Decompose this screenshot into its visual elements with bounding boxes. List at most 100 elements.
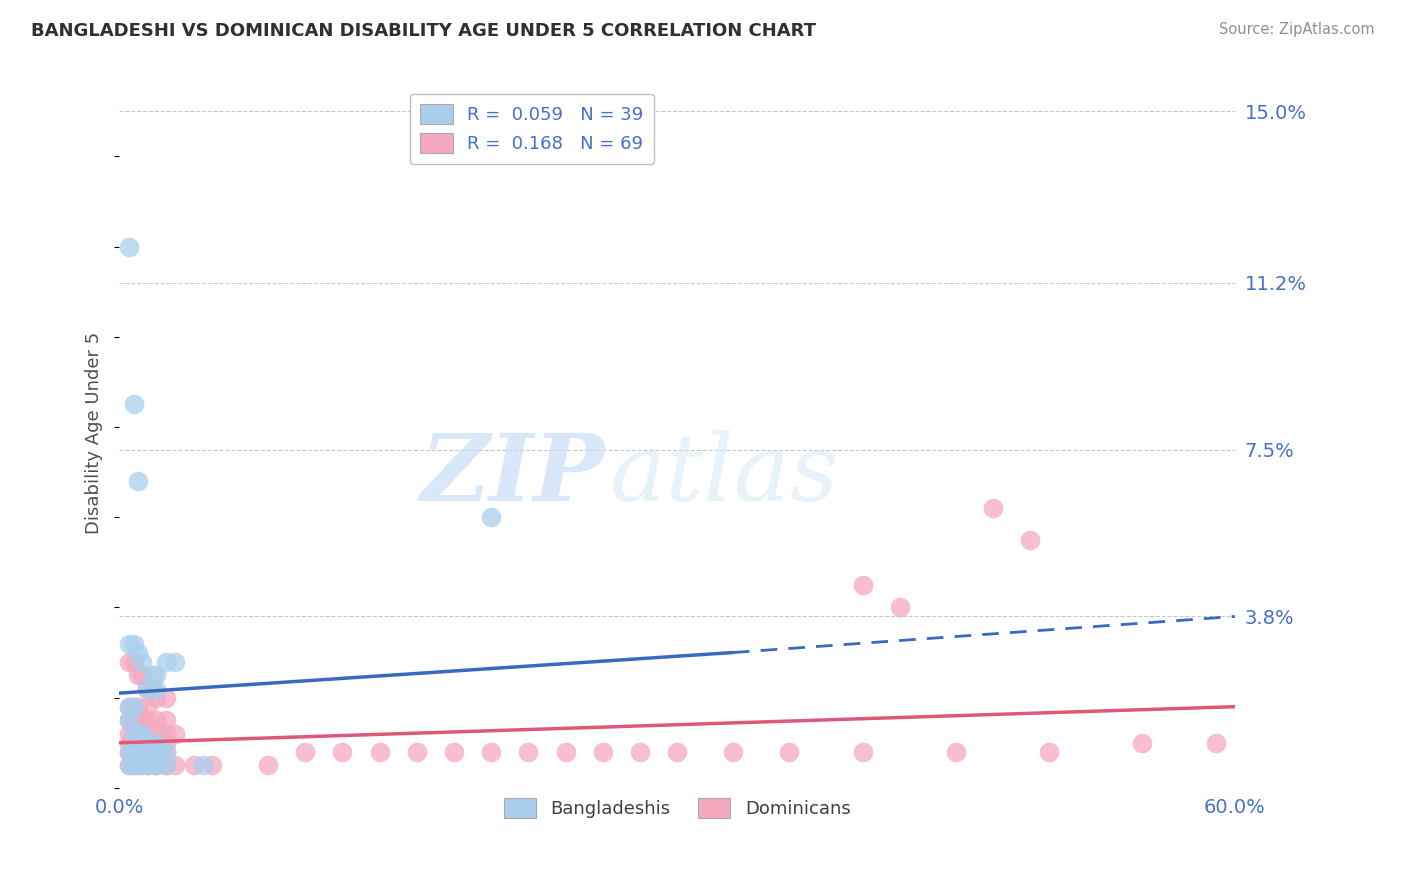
Point (127, 474, 149, 488)
Point (127, 727, 149, 741)
Point (517, 745, 540, 759)
Point (117, 655, 139, 669)
Point (257, 758, 280, 772)
Point (155, 736, 177, 750)
Point (117, 758, 139, 772)
Point (136, 681, 159, 696)
Point (165, 758, 187, 772)
Point (122, 736, 145, 750)
Point (145, 758, 167, 772)
Point (131, 727, 153, 741)
Point (1038, 745, 1060, 759)
Point (1019, 533, 1042, 547)
Point (554, 745, 576, 759)
Point (127, 758, 149, 772)
Point (852, 745, 875, 759)
Point (142, 668, 165, 682)
Point (122, 713, 145, 727)
Point (117, 758, 139, 772)
Point (127, 758, 149, 772)
Point (145, 713, 167, 727)
Point (149, 745, 172, 759)
Point (117, 636, 139, 650)
Point (443, 745, 465, 759)
Point (117, 239, 139, 253)
Point (981, 501, 1004, 516)
Point (127, 646, 149, 660)
Point (852, 578, 875, 592)
Point (131, 745, 153, 759)
Point (122, 397, 145, 411)
Point (155, 690, 177, 705)
Point (666, 745, 689, 759)
Point (628, 745, 651, 759)
Point (155, 727, 177, 741)
Point (122, 758, 145, 772)
Point (155, 713, 177, 727)
Point (165, 727, 187, 741)
Point (145, 690, 167, 705)
Point (136, 736, 159, 750)
Point (122, 727, 145, 741)
Point (122, 758, 145, 772)
Point (117, 745, 139, 759)
Point (945, 745, 967, 759)
Point (127, 699, 149, 714)
Point (889, 600, 911, 615)
Point (136, 758, 159, 772)
Point (145, 668, 167, 682)
Legend: Bangladeshis, Dominicans: Bangladeshis, Dominicans (496, 790, 858, 825)
Point (142, 681, 165, 696)
Text: ZIP: ZIP (420, 430, 605, 520)
Point (201, 758, 224, 772)
Point (332, 745, 354, 759)
Point (145, 736, 167, 750)
Point (145, 727, 167, 741)
Point (117, 699, 139, 714)
Point (136, 758, 159, 772)
Point (479, 745, 502, 759)
Point (127, 668, 149, 682)
Point (127, 736, 149, 750)
Point (127, 713, 149, 727)
Point (142, 758, 165, 772)
Text: Source: ZipAtlas.com: Source: ZipAtlas.com (1219, 22, 1375, 37)
Point (117, 713, 139, 727)
Point (127, 727, 149, 741)
Point (145, 736, 167, 750)
Point (155, 745, 177, 759)
Point (145, 745, 167, 759)
Text: BANGLADESHI VS DOMINICAN DISABILITY AGE UNDER 5 CORRELATION CHART: BANGLADESHI VS DOMINICAN DISABILITY AGE … (31, 22, 815, 40)
Point (592, 745, 614, 759)
Point (122, 655, 145, 669)
Point (142, 745, 165, 759)
Point (131, 758, 153, 772)
Point (183, 758, 205, 772)
Point (117, 699, 139, 714)
Point (155, 655, 177, 669)
Point (122, 745, 145, 759)
Point (1205, 736, 1227, 750)
Point (122, 745, 145, 759)
Y-axis label: Disability Age Under 5: Disability Age Under 5 (86, 332, 103, 533)
Point (122, 636, 145, 650)
Point (136, 745, 159, 759)
Point (122, 699, 145, 714)
Point (117, 727, 139, 741)
Point (131, 668, 153, 682)
Point (136, 681, 159, 696)
Point (136, 713, 159, 727)
Point (122, 727, 145, 741)
Point (117, 713, 139, 727)
Point (294, 745, 316, 759)
Point (191, 758, 214, 772)
Point (1130, 736, 1153, 750)
Text: atlas: atlas (610, 430, 839, 520)
Point (136, 727, 159, 741)
Point (136, 736, 159, 750)
Point (155, 758, 177, 772)
Point (145, 681, 167, 696)
Point (131, 655, 153, 669)
Point (127, 745, 149, 759)
Point (368, 745, 391, 759)
